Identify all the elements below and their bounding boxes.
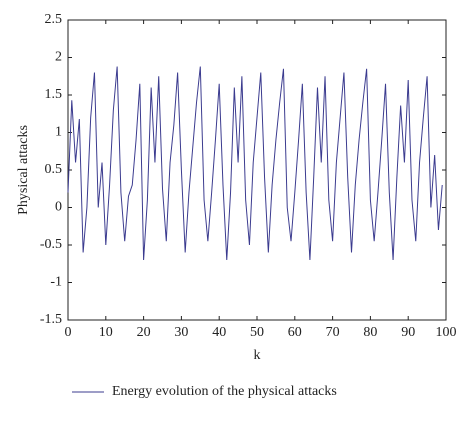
x-axis-label: k xyxy=(254,348,261,363)
y-tick-label: 0 xyxy=(55,200,62,215)
x-tick-label: 40 xyxy=(212,325,226,340)
y-tick-label: -1 xyxy=(50,275,62,290)
x-tick-label: 60 xyxy=(288,325,302,340)
plot-frame xyxy=(67,19,447,321)
x-tick-label: 30 xyxy=(174,325,188,340)
x-tick-label: 90 xyxy=(401,325,415,340)
x-tick-label: 100 xyxy=(436,325,457,340)
x-tick-label: 70 xyxy=(326,325,340,340)
y-tick-label: 2 xyxy=(55,50,62,65)
y-tick-label: 1.5 xyxy=(45,87,63,102)
x-tick-label: 50 xyxy=(250,325,264,340)
y-tick-label: 0.5 xyxy=(45,162,63,177)
legend-label: Energy evolution of the physical attacks xyxy=(112,384,337,399)
y-tick-label: 1 xyxy=(55,125,62,140)
x-tick-label: 10 xyxy=(99,325,113,340)
x-tick-label: 80 xyxy=(363,325,377,340)
y-tick-label: -0.5 xyxy=(40,237,62,252)
y-axis-label: Physical attacks xyxy=(16,125,31,215)
x-tick-label: 0 xyxy=(65,325,72,340)
x-tick-label: 20 xyxy=(137,325,151,340)
y-tick-label: 2.5 xyxy=(45,12,63,27)
data-line xyxy=(67,66,443,261)
y-tick-label: -1.5 xyxy=(40,312,62,327)
